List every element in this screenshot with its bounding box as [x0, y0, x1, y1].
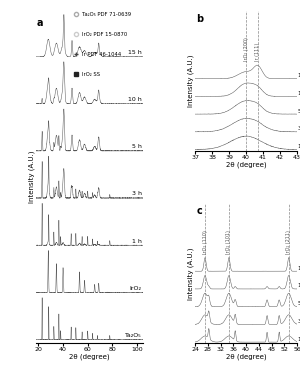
Text: Ta₂O₅: Ta₂O₅	[125, 333, 142, 338]
Text: 1 h: 1 h	[132, 238, 142, 244]
Text: 3 h: 3 h	[132, 192, 142, 196]
Text: a: a	[37, 18, 44, 28]
Text: IrO₂: IrO₂	[130, 286, 142, 291]
Text: 3 h: 3 h	[298, 319, 300, 324]
Text: IrO₂ (110): IrO₂ (110)	[202, 230, 208, 254]
Text: 5 h: 5 h	[298, 108, 300, 114]
X-axis label: 2θ (degree): 2θ (degree)	[69, 354, 110, 360]
Text: 10 h: 10 h	[298, 283, 300, 289]
Y-axis label: Intensity (A.U.): Intensity (A.U.)	[28, 151, 34, 203]
Text: IrO₂ (101): IrO₂ (101)	[226, 230, 231, 254]
Y-axis label: Intensity (A.U.): Intensity (A.U.)	[187, 247, 194, 300]
Text: 1 h: 1 h	[298, 144, 300, 149]
Text: IrO₂ SS: IrO₂ SS	[82, 72, 100, 77]
Text: 10 h: 10 h	[128, 97, 142, 102]
Text: 10 h: 10 h	[298, 91, 300, 96]
Text: IrO₂ (200): IrO₂ (200)	[244, 37, 249, 61]
Text: 15 h: 15 h	[298, 266, 300, 271]
Text: 5 h: 5 h	[298, 301, 300, 306]
Text: c: c	[196, 206, 202, 217]
X-axis label: 2θ (degree): 2θ (degree)	[226, 354, 266, 360]
Text: 15 h: 15 h	[128, 50, 142, 55]
Text: Ir PDF 46-1044: Ir PDF 46-1044	[82, 52, 121, 57]
Text: Ir (111): Ir (111)	[256, 43, 260, 61]
Text: IrO₂ PDF 15-0870: IrO₂ PDF 15-0870	[82, 32, 127, 37]
Text: b: b	[196, 14, 203, 24]
Text: 3 h: 3 h	[298, 126, 300, 131]
X-axis label: 2θ (degree): 2θ (degree)	[226, 161, 266, 168]
Text: 1 h: 1 h	[298, 337, 300, 342]
Text: 5 h: 5 h	[132, 144, 142, 149]
Text: Ta₂O₅ PDF 71-0639: Ta₂O₅ PDF 71-0639	[82, 12, 131, 17]
Y-axis label: Intensity (A.U.): Intensity (A.U.)	[187, 55, 194, 107]
Text: 15 h: 15 h	[298, 73, 300, 78]
Text: IrO₂ (211): IrO₂ (211)	[286, 230, 291, 254]
